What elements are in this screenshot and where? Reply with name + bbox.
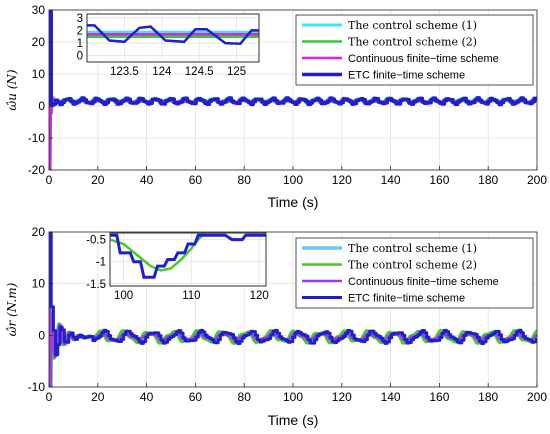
x-axis-label: Time (s) (268, 194, 319, 210)
legend-label-3: Continuous finite−time scheme (348, 276, 499, 288)
inset-x-tick-label: 124.5 (185, 66, 214, 78)
x-tick-label: 200 (527, 390, 547, 404)
inset-y-tick-label: 2 (77, 25, 83, 37)
y-tick-label: 0 (38, 99, 45, 113)
x-tick-label: 20 (91, 390, 105, 404)
x-tick-label: 60 (189, 173, 203, 187)
legend-label-1: The control scheme (1) (348, 19, 477, 32)
series-group (49, 10, 537, 170)
x-tick-label: 120 (332, 390, 352, 404)
legend: The control scheme (1) The control scheme… (295, 14, 534, 86)
x-tick-label: 180 (478, 390, 498, 404)
x-tick-label: 120 (332, 173, 352, 187)
inset-curves (87, 24, 259, 45)
x-tick-label: 80 (238, 390, 252, 404)
y-tick-label: -10 (28, 131, 46, 145)
y-tick-label: -10 (28, 380, 46, 394)
inset-y-tick-label: -0.5 (86, 235, 106, 247)
legend-label-2: The control scheme (2) (348, 259, 477, 272)
x-tick-label: 180 (478, 173, 498, 187)
y-tick-label: -20 (28, 163, 46, 177)
inset-y-tick-label: -1 (96, 257, 106, 269)
inset-frame (86, 13, 260, 63)
legend-label-4: ETC finite−time scheme (348, 293, 465, 305)
x-tick-label: 80 (238, 173, 252, 187)
x-tick-label: 140 (381, 173, 401, 187)
legend-label-4: ETC finite−time scheme (348, 70, 465, 82)
y-tick-label: 0 (38, 328, 45, 342)
inset-y-tick-label: 1 (77, 38, 83, 50)
inset-curve-2 (110, 233, 266, 279)
series-group (49, 232, 537, 387)
inset-border (86, 13, 260, 63)
inset-x-tick-label: 110 (182, 290, 200, 302)
y-tick-label: 20 (32, 225, 46, 239)
x-tick-label: 160 (429, 390, 449, 404)
legend-label-2: The control scheme (2) (348, 36, 477, 49)
series-line-4 (49, 232, 537, 357)
inset-border (109, 232, 267, 287)
x-axis-label: Time (s) (268, 412, 319, 428)
y-tick-label: 20 (32, 35, 46, 49)
inset-x-tick-label: 125 (227, 66, 246, 78)
legend-label-3: Continuous finite−time scheme (348, 53, 499, 65)
inset-y-tick-label: 0 (77, 51, 83, 63)
legend: The control scheme (1) The control scheme… (295, 237, 534, 309)
inset-x-tick-label: 124 (152, 66, 172, 78)
bottom-chart: 0 20 40 60 80 100 120 140 160 180 200-1001020Time … (5, 225, 547, 428)
inset-frame (109, 232, 267, 287)
inset-x-tick-label: 123.5 (110, 66, 139, 78)
x-tick-label: 160 (429, 173, 449, 187)
top-chart: 0 20 40 60 80 100 120 140 160 180 200-20-100102030… (5, 3, 547, 210)
x-tick-label: 0 (46, 390, 53, 404)
x-tick-label: 20 (91, 173, 105, 187)
inset-x-tick-label: 120 (250, 290, 269, 302)
inset-curve-4 (87, 24, 259, 45)
x-tick-label: 40 (140, 173, 154, 187)
y-axis-label: ω̂r (N.m) (5, 282, 19, 336)
x-tick-label: 100 (283, 173, 303, 187)
x-tick-label: 100 (283, 390, 303, 404)
inset-chart: 100 110 120 -1.5 -1 -0.5 (86, 232, 269, 302)
series-line-4 (49, 10, 537, 108)
x-tick-label: 60 (189, 390, 203, 404)
y-tick-label: 10 (32, 67, 46, 81)
y-axis-label: ω̂u (N) (5, 69, 19, 111)
inset-curves (110, 233, 266, 279)
x-tick-label: 200 (527, 173, 547, 187)
inset-y-tick-label: -1.5 (86, 279, 106, 291)
inset-x-tick-label: 100 (114, 290, 133, 302)
y-tick-label: 10 (32, 277, 46, 291)
y-tick-label: 30 (32, 3, 46, 17)
x-tick-label: 140 (381, 390, 401, 404)
inset-y-tick-label: 3 (77, 13, 83, 25)
series-line-2 (49, 232, 537, 387)
x-tick-label: 0 (46, 173, 53, 187)
legend-label-1: The control scheme (1) (348, 242, 477, 255)
x-tick-label: 40 (140, 390, 154, 404)
